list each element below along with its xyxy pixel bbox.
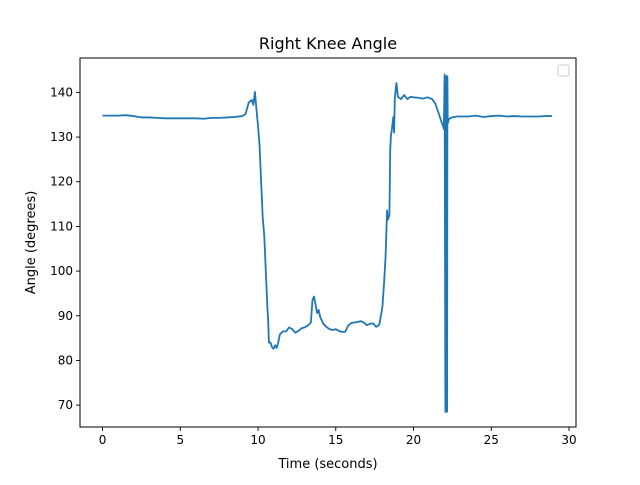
legend-box [557,64,570,77]
y-tick-label: 90 [58,309,73,323]
y-tick-label: 100 [50,264,73,278]
x-tick-label: 15 [328,433,343,447]
y-tick-label: 80 [58,353,73,367]
x-tick-label: 5 [176,433,184,447]
series-line [102,73,552,413]
y-tick-label: 130 [50,130,73,144]
x-axis: 0 5 10 15 20 25 30 [99,427,577,447]
x-tick-label: 0 [99,433,107,447]
chart-title: Right Knee Angle [259,34,397,53]
y-axis-label: Angle (degrees) [24,191,39,295]
y-tick-label: 140 [50,85,73,99]
x-tick-label: 10 [250,433,265,447]
x-tick-label: 30 [561,433,576,447]
y-tick-label: 70 [58,398,73,412]
plot-frame [79,57,577,428]
y-tick-label: 110 [50,219,73,233]
x-tick-label: 20 [406,433,421,447]
y-tick-label: 120 [50,175,73,189]
y-axis: 70 80 90 100 110 120 130 140 [50,85,80,412]
plot-area [80,58,576,427]
x-tick-label: 25 [484,433,499,447]
x-axis-label: Time (seconds) [277,457,377,472]
